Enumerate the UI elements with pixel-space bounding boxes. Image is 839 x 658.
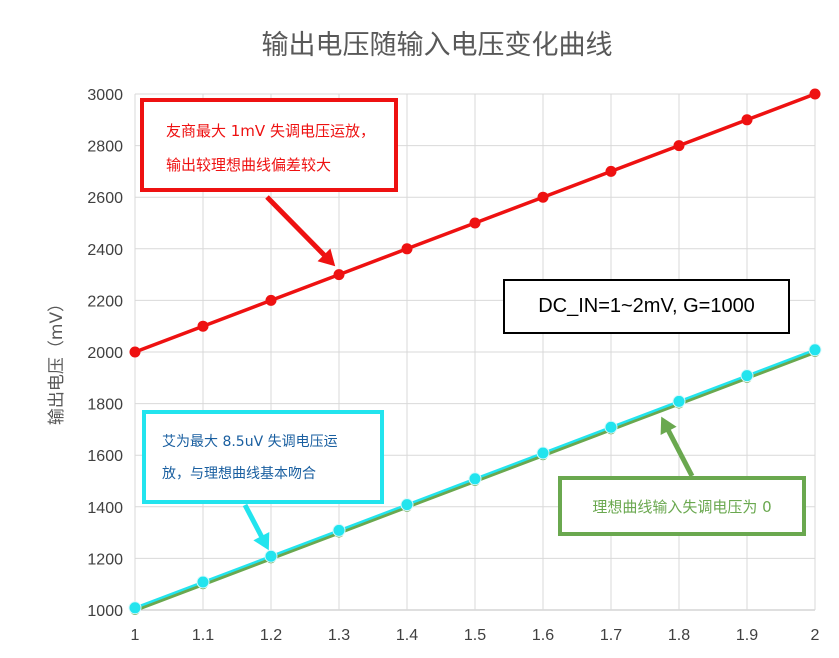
dc-in-annotation-box: DC_IN=1~2mV, G=1000 (503, 279, 790, 334)
arrow-head (660, 416, 677, 436)
cyan-annotation-line-1: 艾为最大 8.5uV 失调电压运 (162, 434, 338, 450)
green-pointer-arrow (660, 416, 695, 478)
cyan-annotation-box: 艾为最大 8.5uV 失调电压运 放，与理想曲线基本吻合 (142, 410, 384, 504)
y-tick-label: 1200 (87, 551, 123, 568)
x-tick-label: 1.6 (532, 627, 554, 644)
y-tick-label: 1800 (87, 397, 123, 414)
data-point (401, 243, 413, 255)
data-point (128, 601, 142, 615)
data-point (469, 217, 481, 229)
x-tick-label: 2 (811, 627, 820, 644)
y-tick-label: 2800 (87, 139, 123, 156)
data-point (196, 575, 210, 589)
y-tick-label: 1000 (87, 603, 123, 620)
dc-in-annotation-text: DC_IN=1~2mV, G=1000 (538, 295, 755, 317)
data-point (604, 420, 618, 434)
red-annotation-box: 友商最大 1mV 失调电压运放， 输出较理想曲线偏差较大 (140, 98, 398, 192)
x-tick-label: 1.4 (396, 627, 418, 644)
data-point (197, 320, 209, 332)
y-tick-label: 2200 (87, 293, 123, 310)
chart-title: 输出电压随输入电压变化曲线 (262, 30, 613, 61)
data-point (332, 523, 346, 537)
data-point (605, 165, 617, 177)
data-point (808, 343, 822, 357)
arrow-shaft (661, 420, 695, 478)
data-point (265, 294, 277, 306)
red-pointer-arrow (265, 195, 336, 267)
x-tick-label: 1.5 (464, 627, 486, 644)
arrow-shaft (265, 195, 333, 264)
data-point (809, 88, 821, 100)
x-tick-label: 1.3 (328, 627, 350, 644)
x-tick-label: 1.1 (192, 627, 214, 644)
x-tick-label: 1.2 (260, 627, 282, 644)
green-annotation-text: 理想曲线输入失调电压为 0 (592, 497, 772, 516)
x-tick-label: 1.9 (736, 627, 758, 644)
x-tick-label: 1.7 (600, 627, 622, 644)
data-point (672, 394, 686, 408)
data-point (536, 446, 550, 460)
data-point (400, 498, 414, 512)
y-tick-label: 1400 (87, 500, 123, 517)
axis-ticks: 1000 1200 1400 1600 1800 2000 2200 2400 2600 2800… (87, 87, 819, 644)
data-point (333, 269, 345, 281)
data-point (741, 114, 753, 126)
y-tick-label: 1600 (87, 448, 123, 465)
arrow-head (253, 531, 270, 551)
data-point (673, 140, 685, 152)
cyan-annotation-line-2: 放，与理想曲线基本吻合 (162, 466, 316, 482)
y-tick-label: 2400 (87, 242, 123, 259)
arrow-head (317, 248, 336, 267)
y-tick-label: 2000 (87, 345, 123, 362)
y-axis-label: 输出电压（mV） (47, 295, 67, 425)
data-point (468, 472, 482, 486)
red-annotation-line-1: 友商最大 1mV 失调电压运放， (166, 122, 375, 140)
red-annotation-line-2: 输出较理想曲线偏差较大 (166, 156, 332, 174)
data-point (129, 346, 141, 358)
x-tick-label: 1.8 (668, 627, 690, 644)
data-point (264, 549, 278, 563)
green-annotation-box: 理想曲线输入失调电压为 0 (558, 476, 806, 536)
data-point (537, 191, 549, 203)
cyan-pointer-arrow (242, 503, 270, 551)
x-tick-label: 1 (131, 627, 140, 644)
y-tick-label: 2600 (87, 190, 123, 207)
data-point (740, 369, 754, 383)
series-markers (128, 88, 822, 615)
y-tick-label: 3000 (87, 87, 123, 104)
